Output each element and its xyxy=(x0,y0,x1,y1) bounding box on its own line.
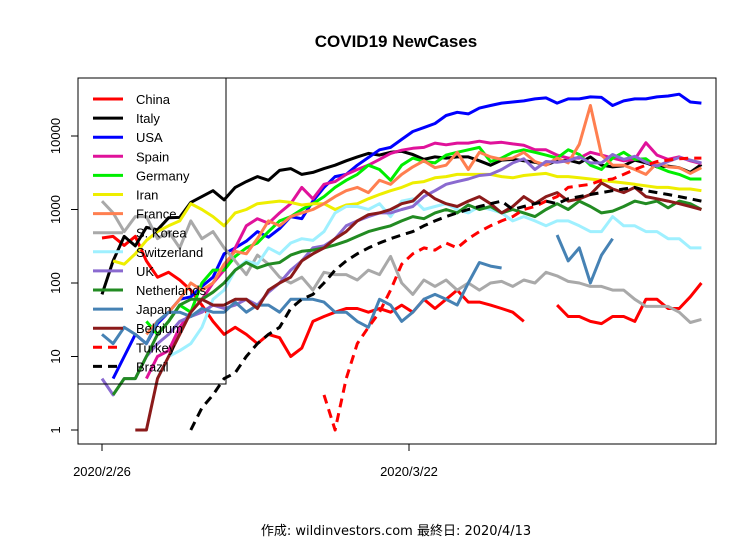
legend-label: Netherlands xyxy=(136,283,207,298)
x-axis: 2020/2/26 2020/3/22 xyxy=(73,443,438,479)
legend-label: S. Korea xyxy=(136,226,187,241)
y-tick-label: 10000 xyxy=(48,118,63,154)
series-iran xyxy=(112,171,702,266)
series-belgium xyxy=(135,181,702,432)
legend-label: China xyxy=(136,92,171,107)
series-line xyxy=(555,234,614,285)
series-line xyxy=(101,234,525,358)
series-netherlands xyxy=(111,199,703,396)
legend: China Italy USA Spain Germany Iran France S. Ko… xyxy=(77,77,227,385)
series-uk xyxy=(100,153,702,397)
series-china xyxy=(101,234,703,358)
series-s-korea xyxy=(100,200,702,324)
y-tick-label: 1 xyxy=(48,426,63,433)
legend-label: Switzerland xyxy=(136,245,203,260)
series-lines xyxy=(100,92,703,432)
series-line xyxy=(101,261,502,346)
series-line xyxy=(100,200,702,324)
chart-title: COVID19 NewCases xyxy=(315,32,478,51)
chart-caption: 作成: wildinvestors.com 最終日: 2020/4/13 xyxy=(261,523,531,539)
series-line xyxy=(111,199,703,396)
series-line xyxy=(322,156,702,432)
legend-label: Italy xyxy=(136,111,160,126)
plot-frame xyxy=(77,77,717,445)
series-line xyxy=(111,92,702,380)
legend-label: Spain xyxy=(136,149,169,164)
legend-label: Germany xyxy=(136,168,190,183)
legend-label: USA xyxy=(136,130,163,145)
legend-label: Turkey xyxy=(136,340,176,355)
legend-label: Belgium xyxy=(136,321,183,336)
series-switzerland xyxy=(156,197,702,380)
legend-label: Iran xyxy=(136,188,158,203)
series-usa xyxy=(111,92,702,380)
legend-label: Japan xyxy=(136,302,171,317)
y-tick-label: 10 xyxy=(48,349,63,363)
series-france xyxy=(145,104,703,336)
series-turkey xyxy=(322,156,702,432)
legend-label: France xyxy=(136,207,176,222)
legend-label: Brazil xyxy=(136,359,169,374)
y-tick-label: 100 xyxy=(48,272,63,294)
series-line xyxy=(156,197,702,380)
series-line xyxy=(112,171,702,266)
series-line xyxy=(135,181,702,432)
y-tick-label: 1000 xyxy=(48,195,63,224)
legend-label: UK xyxy=(136,264,154,279)
y-axis: 1 10 100 1000 10000 xyxy=(48,118,79,434)
series-japan xyxy=(101,234,614,346)
legend-box xyxy=(77,77,227,385)
series-line xyxy=(100,153,702,397)
series-line xyxy=(556,282,703,326)
series-line xyxy=(145,104,703,336)
x-tick-label: 2020/3/22 xyxy=(380,464,438,479)
x-tick-label: 2020/2/26 xyxy=(73,464,131,479)
